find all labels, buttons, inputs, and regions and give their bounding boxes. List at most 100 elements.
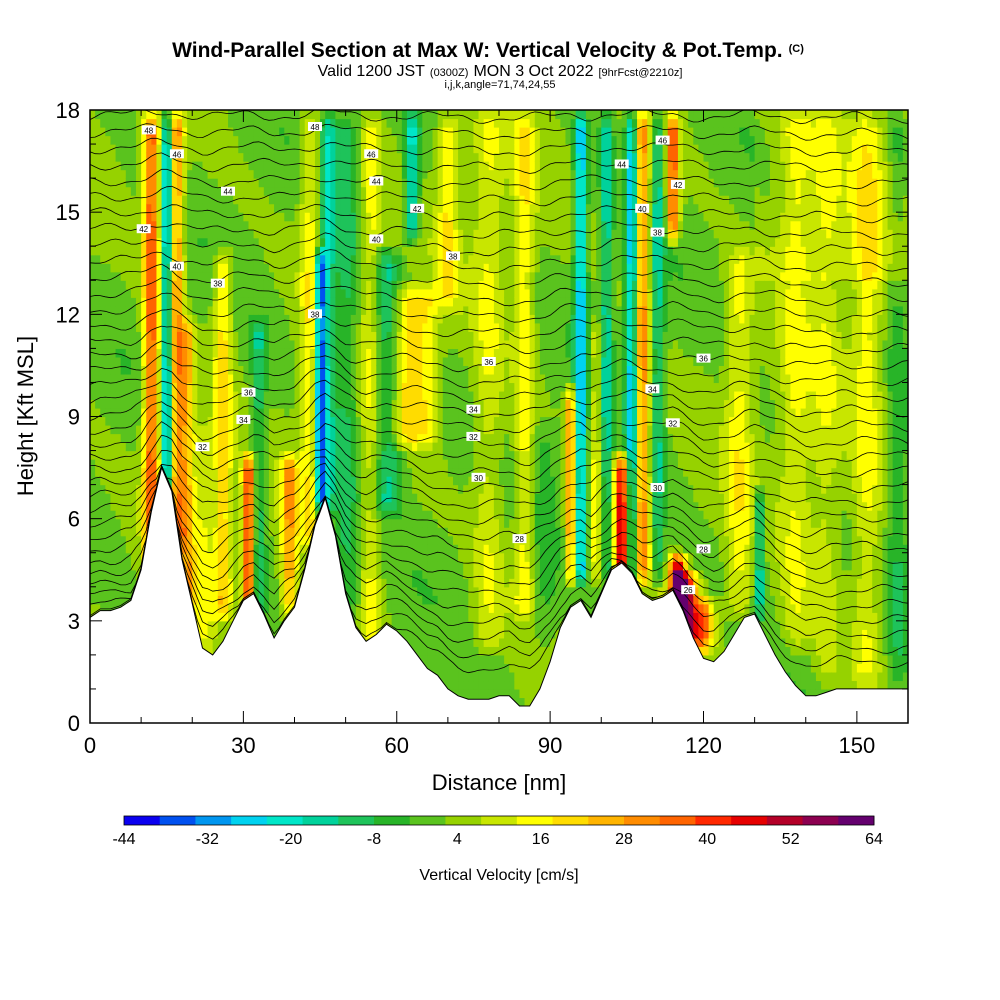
velocity-cell [386, 229, 393, 239]
velocity-cell [299, 195, 306, 205]
velocity-cell [120, 459, 127, 469]
velocity-cell [335, 152, 342, 162]
velocity-cell [396, 569, 403, 579]
velocity-cell [345, 331, 352, 341]
velocity-cell [268, 322, 275, 332]
velocity-cell [187, 493, 193, 503]
velocity-cell [228, 390, 234, 401]
velocity-cell [248, 203, 255, 213]
velocity-cell [406, 629, 413, 639]
velocity-cell [386, 322, 393, 332]
velocity-cell [325, 433, 331, 443]
velocity-cell [100, 373, 106, 384]
velocity-cell [105, 220, 112, 230]
velocity-cell [100, 493, 106, 503]
velocity-cell [427, 459, 434, 469]
velocity-cell [371, 544, 377, 554]
velocity-cell [284, 561, 290, 571]
velocity-cell [187, 203, 193, 213]
velocity-cell [274, 365, 280, 375]
velocity-cell [228, 356, 234, 367]
velocity-cell [396, 544, 403, 554]
velocity-cell [406, 544, 413, 554]
velocity-cell [299, 212, 306, 222]
velocity-cell [289, 442, 296, 452]
velocity-cell [100, 382, 106, 392]
velocity-cell [217, 612, 224, 622]
velocity-cell [417, 348, 423, 358]
velocity-cell [207, 569, 214, 579]
velocity-cell [432, 382, 439, 392]
velocity-cell [335, 365, 342, 375]
velocity-cell [187, 569, 193, 579]
velocity-cell [432, 399, 439, 409]
velocity-cell [95, 595, 101, 605]
velocity-cell [258, 416, 265, 426]
velocity-cell [105, 348, 112, 358]
velocity-cell [258, 390, 265, 401]
velocity-cell [345, 407, 352, 418]
velocity-cell [228, 118, 234, 128]
velocity-cell [238, 169, 244, 179]
velocity-cell [161, 178, 168, 188]
velocity-cell [115, 382, 122, 392]
velocity-cell [417, 629, 423, 639]
velocity-cell [238, 212, 244, 222]
velocity-cell [166, 195, 173, 205]
velocity-cell [151, 288, 158, 298]
velocity-cell [197, 339, 204, 349]
velocity-cell [217, 237, 224, 247]
velocity-cell [110, 152, 117, 162]
velocity-cell [371, 110, 377, 120]
velocity-cell [325, 212, 331, 222]
velocity-cell [345, 118, 352, 128]
velocity-cell [422, 280, 429, 290]
velocity-cell [171, 442, 178, 452]
velocity-cell [376, 220, 383, 230]
velocity-cell [192, 339, 198, 349]
velocity-cell [274, 237, 280, 247]
velocity-cell [366, 348, 372, 358]
velocity-cell [381, 527, 388, 537]
velocity-cell [320, 220, 326, 230]
velocity-cell [360, 314, 367, 324]
velocity-cell [100, 459, 106, 469]
velocity-cell [386, 305, 393, 315]
velocity-cell [294, 254, 301, 264]
velocity-cell [268, 544, 275, 554]
velocity-cell [391, 535, 398, 545]
velocity-cell [233, 322, 239, 332]
velocity-cell [90, 212, 96, 222]
velocity-cell [442, 654, 449, 664]
velocity-cell [330, 459, 336, 469]
velocity-cell [115, 578, 122, 588]
velocity-cell [217, 297, 224, 307]
velocity-cell [432, 450, 439, 460]
velocity-cell [284, 254, 290, 264]
velocity-cell [182, 297, 188, 307]
velocity-cell [222, 169, 229, 179]
velocity-cell [192, 144, 198, 154]
velocity-cell [100, 152, 106, 162]
velocity-cell [360, 195, 367, 205]
velocity-cell [422, 288, 429, 298]
velocity-cell [166, 348, 173, 358]
velocity-cell [248, 356, 255, 367]
velocity-cell [222, 484, 229, 494]
velocity-cell [228, 271, 234, 281]
velocity-cell [427, 382, 434, 392]
velocity-cell [110, 237, 117, 247]
velocity-cell [304, 348, 311, 358]
velocity-cell [386, 348, 393, 358]
velocity-cell [95, 178, 101, 188]
velocity-cell [217, 203, 224, 213]
velocity-cell [366, 322, 372, 332]
velocity-cell [309, 161, 316, 171]
velocity-cell [90, 527, 96, 537]
velocity-cell [330, 433, 336, 443]
velocity-cell [437, 280, 444, 290]
velocity-cell [207, 297, 214, 307]
velocity-cell [350, 476, 357, 486]
velocity-cell [304, 220, 311, 230]
velocity-cell [427, 569, 434, 579]
